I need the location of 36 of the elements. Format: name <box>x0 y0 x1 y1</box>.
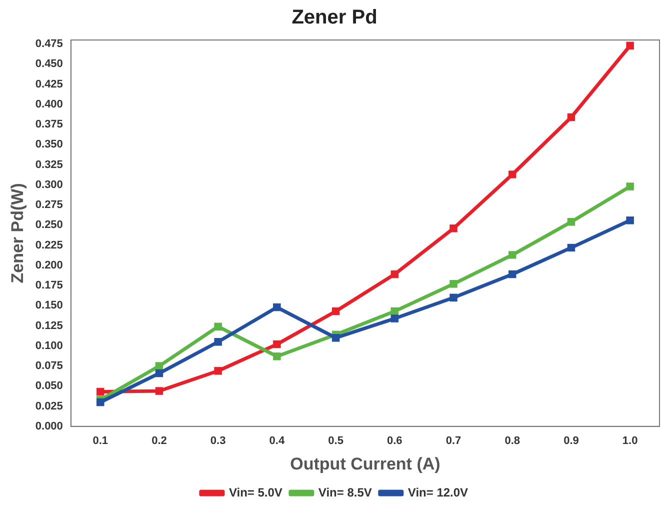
y-tick-label: 0.225 <box>35 239 63 252</box>
y-tick-label: 0.375 <box>35 118 63 131</box>
y-tick-label: 0.050 <box>35 380 63 392</box>
y-tick-label: 0.350 <box>35 138 63 151</box>
y-tick-label: 0.475 <box>35 38 63 50</box>
x-tick-label: 0.3 <box>210 435 226 448</box>
y-tick-label: 0.200 <box>35 259 63 272</box>
x-tick-label: 0.1 <box>92 435 108 448</box>
y-tick-label: 0.425 <box>35 78 63 90</box>
x-tick-label: 0.8 <box>504 435 520 448</box>
y-tick-label: 0.000 <box>35 420 63 432</box>
x-tick-label: 0.4 <box>269 435 286 448</box>
y-tick-label: 0.300 <box>35 178 63 191</box>
x-axis-title: Output Current (A) <box>290 454 440 474</box>
x-tick-label: 0.9 <box>564 435 579 448</box>
y-tick-label: 0.025 <box>35 400 63 412</box>
legend-label: Vin= 8.5V <box>318 485 372 500</box>
x-tick-label: 0.5 <box>328 435 344 448</box>
y-tick-label: 0.175 <box>35 280 63 292</box>
y-tick-label: 0.075 <box>35 360 63 372</box>
y-tick-label: 0.150 <box>35 300 63 312</box>
y-tick-label: 0.100 <box>35 340 63 352</box>
legend-label: Vin= 5.0V <box>228 485 282 500</box>
y-tick-label: 0.325 <box>35 158 63 171</box>
x-tick-label: 0.7 <box>446 435 462 448</box>
y-tick-label: 0.400 <box>35 98 63 110</box>
y-tick-label: 0.125 <box>35 320 63 332</box>
y-tick-label: 0.450 <box>35 58 63 70</box>
chart-title: Zener Pd <box>292 6 378 29</box>
x-tick-label: 1.0 <box>622 435 638 448</box>
y-axis-title: Zener Pd(W) <box>8 183 27 284</box>
y-tick-label: 0.275 <box>35 199 63 212</box>
x-tick-label: 0.2 <box>152 435 167 448</box>
legend-label: Vin= 12.0V <box>408 485 468 500</box>
x-tick-label: 0.6 <box>386 435 402 448</box>
y-tick-label: 0.250 <box>35 219 63 232</box>
